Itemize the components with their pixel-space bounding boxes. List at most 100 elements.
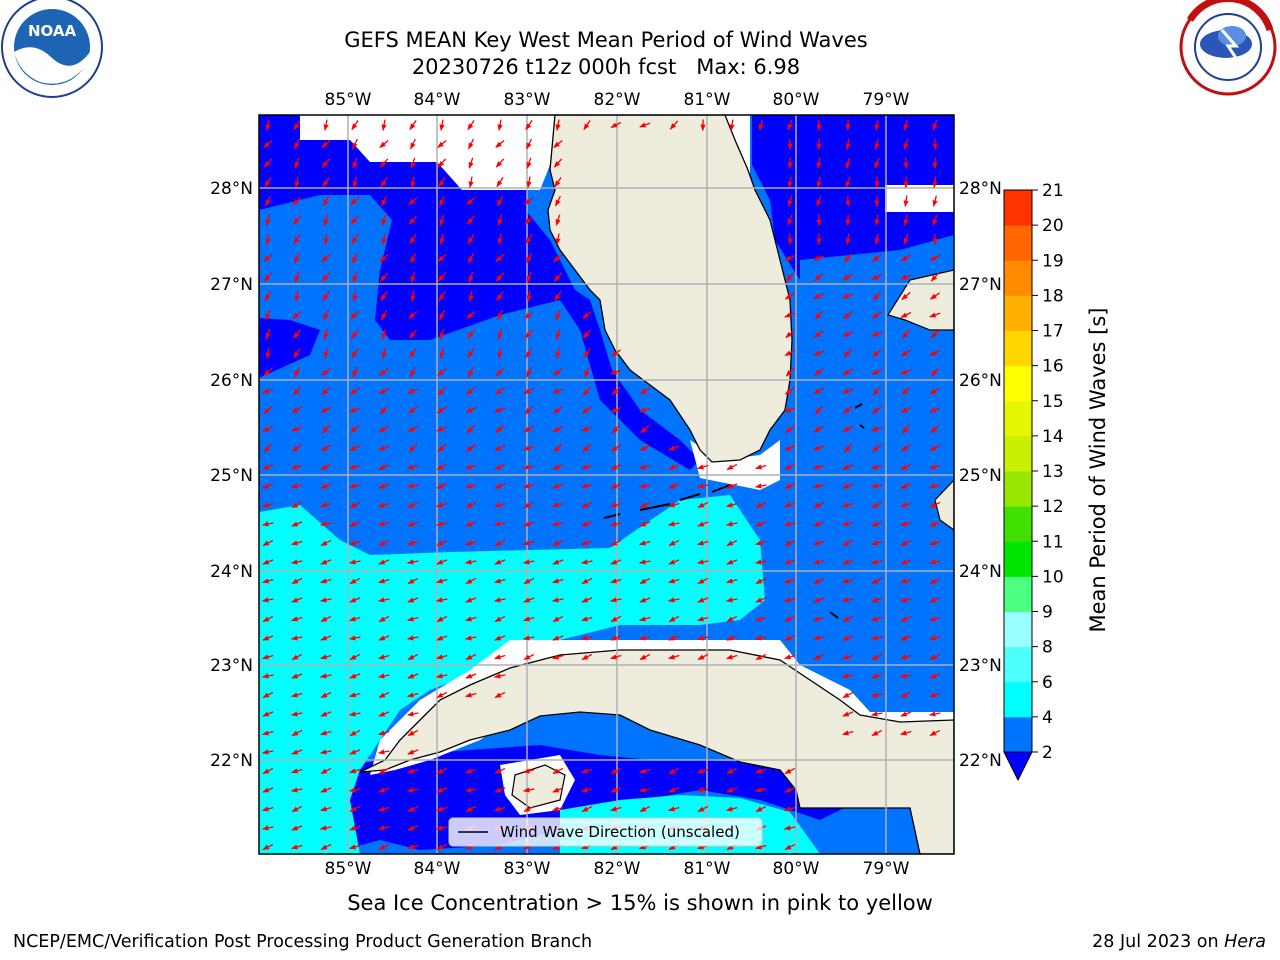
wind-wave-arrow [784,502,796,508]
wind-wave-arrow [494,787,506,793]
wind-wave-arrow [900,654,912,660]
wind-wave-arrow [435,673,448,679]
wind-wave-arrow [352,290,358,303]
wind-wave-arrow [638,483,651,489]
wind-wave-arrow [320,483,332,489]
wind-wave-arrow [900,254,911,262]
wind-wave-arrow [349,653,361,661]
wind-wave-arrow [407,844,419,850]
wind-wave-arrow [320,635,332,641]
wind-wave-arrow [265,328,271,340]
wind-wave-arrow [552,502,564,508]
wind-wave-arrow [581,521,593,527]
wind-wave-arrow [465,805,477,813]
wind-wave-arrow [871,597,883,603]
wind-wave-arrow [841,521,854,527]
wind-wave-arrow [696,559,709,565]
wind-wave-arrow [553,405,563,415]
wind-wave-arrow [494,387,505,395]
wind-wave-arrow [410,271,416,283]
wind-wave-arrow [292,197,302,205]
wind-wave-arrow [292,386,302,396]
wind-wave-arrow [784,483,796,489]
wind-wave-arrow [466,215,476,225]
wind-wave-arrow [380,291,388,302]
title-line2: 20230726 t12z 000h fcst Max: 6.98 [411,55,801,79]
wind-wave-arrow [610,463,622,471]
wind-wave-arrow [697,597,709,603]
wind-wave-arrow [929,444,941,452]
lon-label-bottom: 80°W [773,859,820,879]
wind-wave-arrow [407,768,419,774]
wind-wave-arrow [696,787,709,793]
wind-wave-arrow [900,559,912,565]
wind-wave-arrow [439,309,445,321]
wind-wave-arrow [874,176,880,189]
lon-label-bottom: 85°W [325,859,372,879]
wind-wave-arrow [668,445,680,451]
wind-wave-arrow [465,616,477,622]
colorbar-segment [1004,330,1032,367]
wind-wave-arrow [494,539,506,547]
wind-wave-arrow [290,483,303,489]
wind-wave-arrow [523,501,535,509]
wind-wave-arrow [320,767,332,775]
wind-wave-arrow [439,328,445,340]
wind-wave-arrow [787,233,793,246]
wind-wave-arrow [812,635,825,641]
wind-wave-arrow [582,386,592,396]
wind-wave-arrow [262,559,274,565]
wind-wave-arrow [928,483,941,489]
wind-wave-arrow [899,521,912,527]
wind-wave-arrow [494,559,506,565]
wind-wave-arrow [291,673,303,679]
wind-wave-arrow [290,559,303,565]
wind-wave-arrow [552,483,564,489]
wind-wave-arrow [872,253,882,263]
wind-wave-arrow [871,729,883,737]
wind-wave-arrow [932,119,938,131]
wind-wave-arrow [783,825,796,831]
wind-wave-arrow [407,540,419,546]
wind-wave-arrow [465,521,477,527]
wind-wave-arrow [813,653,825,661]
wind-wave-arrow [522,559,535,565]
wind-wave-arrow [291,426,303,432]
wind-wave-arrow [349,844,361,850]
wind-wave-arrow [291,406,302,414]
date-credit: 28 Jul 2023 on Hera [1092,932,1266,952]
wind-wave-arrow [638,559,651,565]
wind-wave-arrow [932,214,938,226]
wind-wave-arrow [525,120,533,131]
wind-wave-arrow [555,119,561,132]
lon-label-top: 81°W [684,90,731,110]
wind-wave-arrow [437,368,447,376]
wind-wave-arrow [929,292,940,300]
wind-wave-arrow [845,195,851,208]
wind-wave-arrow [437,386,447,396]
wind-wave-arrow [726,539,738,547]
wind-wave-arrow [294,138,300,150]
wind-wave-arrow [493,597,506,603]
wind-wave-arrow [495,158,505,168]
wind-wave-arrow [929,464,941,470]
wind-wave-arrow [465,768,477,774]
wind-wave-arrow [291,805,303,813]
wind-wave-arrow [581,577,593,585]
wind-wave-arrow [261,521,274,527]
wind-wave-arrow [784,463,796,471]
wind-wave-arrow [787,195,793,207]
wind-wave-arrow [322,291,330,302]
wind-wave-arrow [494,654,506,660]
wind-wave-arrow [321,158,331,168]
wind-wave-arrow [930,329,940,339]
wind-wave-arrow [639,653,651,661]
wind-wave-arrow [320,406,332,414]
wind-wave-arrow [349,768,361,774]
wind-wave-arrow [726,806,738,812]
wind-wave-arrow [291,464,303,470]
wind-wave-arrow [464,635,477,641]
wind-wave-arrow [381,214,387,226]
wind-wave-arrow [900,274,912,280]
wind-wave-arrow [903,157,909,170]
